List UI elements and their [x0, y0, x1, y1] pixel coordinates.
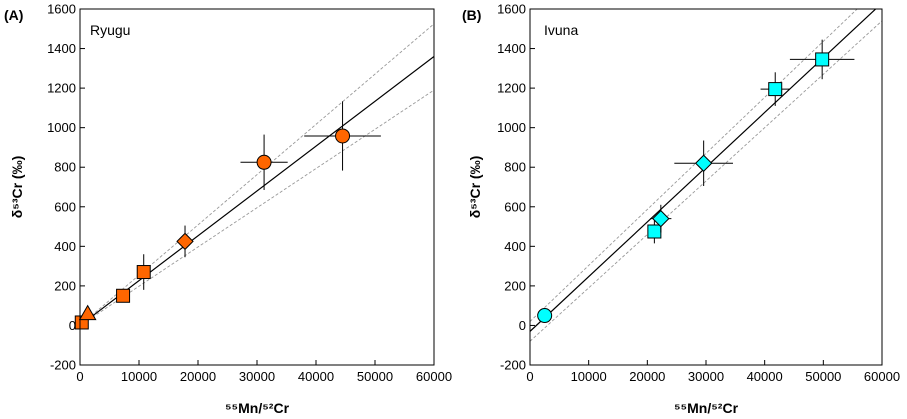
panel-b: (B) Ivuna -20002004006008001000120014001… — [462, 2, 900, 417]
plot-frame — [79, 8, 435, 366]
y-tick-label: 1600 — [497, 2, 526, 17]
x-tick-label: 20000 — [180, 369, 216, 384]
y-tick-label: 800 — [504, 160, 526, 175]
x-tick-label: 10000 — [571, 369, 607, 384]
x-tick-label: 50000 — [805, 369, 841, 384]
y-tick-label: 0 — [519, 318, 526, 333]
x-tick-label: 10000 — [121, 369, 157, 384]
y-tick-label: 1400 — [497, 41, 526, 56]
plot-frame — [529, 8, 883, 366]
data-point-circle — [537, 308, 553, 324]
x-tick-label: 60000 — [416, 369, 452, 384]
y-axis-title: δ⁵³Cr (‰) — [467, 156, 483, 219]
sample-label-ryugu: Ryugu — [90, 22, 130, 38]
data-point-diamond — [694, 154, 713, 172]
x-tick-label: 0 — [526, 369, 533, 384]
x-tick-label: 20000 — [629, 369, 665, 384]
y-tick-label: 1400 — [47, 41, 76, 56]
data-point-diamond — [176, 232, 194, 251]
data-point-square — [768, 82, 783, 97]
data-point-diamond — [652, 209, 670, 228]
y-tick-label: 600 — [54, 199, 76, 214]
y-tick-label: 1600 — [47, 2, 76, 17]
x-tick-label: 30000 — [688, 369, 724, 384]
y-tick-label: 0 — [69, 318, 76, 333]
panel-a: (A) Ryugu -20002004006008001000120014001… — [4, 2, 452, 417]
y-tick-label: -200 — [50, 358, 76, 373]
y-tick-label: 400 — [504, 239, 526, 254]
y-tick-label: 1000 — [497, 120, 526, 135]
panel-tag-a: (A) — [4, 7, 23, 23]
y-tick-label: -200 — [500, 358, 526, 373]
x-tick-label: 60000 — [864, 369, 900, 384]
data-point-square — [815, 52, 830, 67]
data-point-circle — [256, 154, 272, 170]
x-axis-title: ⁵⁵Mn/⁵²Cr — [674, 400, 739, 416]
y-tick-label: 200 — [504, 278, 526, 293]
error-envelope-lower — [80, 89, 434, 326]
data-point-square — [647, 224, 662, 239]
data-point-triangle — [78, 304, 97, 321]
data-point-square — [136, 265, 151, 280]
error-envelope-upper — [80, 23, 434, 326]
sample-label-ivuna: Ivuna — [544, 22, 578, 38]
x-tick-label: 40000 — [298, 369, 334, 384]
error-envelope-lower — [530, 20, 882, 342]
regression-line — [80, 55, 434, 326]
x-tick-label: 0 — [76, 369, 83, 384]
y-axis-title: δ⁵³Cr (‰) — [9, 156, 25, 219]
data-point-circle — [335, 128, 351, 144]
y-tick-label: 1000 — [47, 120, 76, 135]
y-tick-label: 1200 — [497, 81, 526, 96]
x-tick-label: 40000 — [747, 369, 783, 384]
x-tick-label: 50000 — [357, 369, 393, 384]
y-tick-label: 400 — [54, 239, 76, 254]
x-axis-title: ⁵⁵Mn/⁵²Cr — [225, 400, 290, 416]
data-point-square — [116, 288, 131, 303]
panel-tag-b: (B) — [462, 7, 481, 23]
y-tick-label: 800 — [54, 160, 76, 175]
y-tick-label: 200 — [54, 278, 76, 293]
y-tick-label: 600 — [504, 199, 526, 214]
y-tick-label: 1200 — [47, 81, 76, 96]
x-tick-label: 30000 — [239, 369, 275, 384]
error-envelope-upper — [530, 9, 858, 322]
